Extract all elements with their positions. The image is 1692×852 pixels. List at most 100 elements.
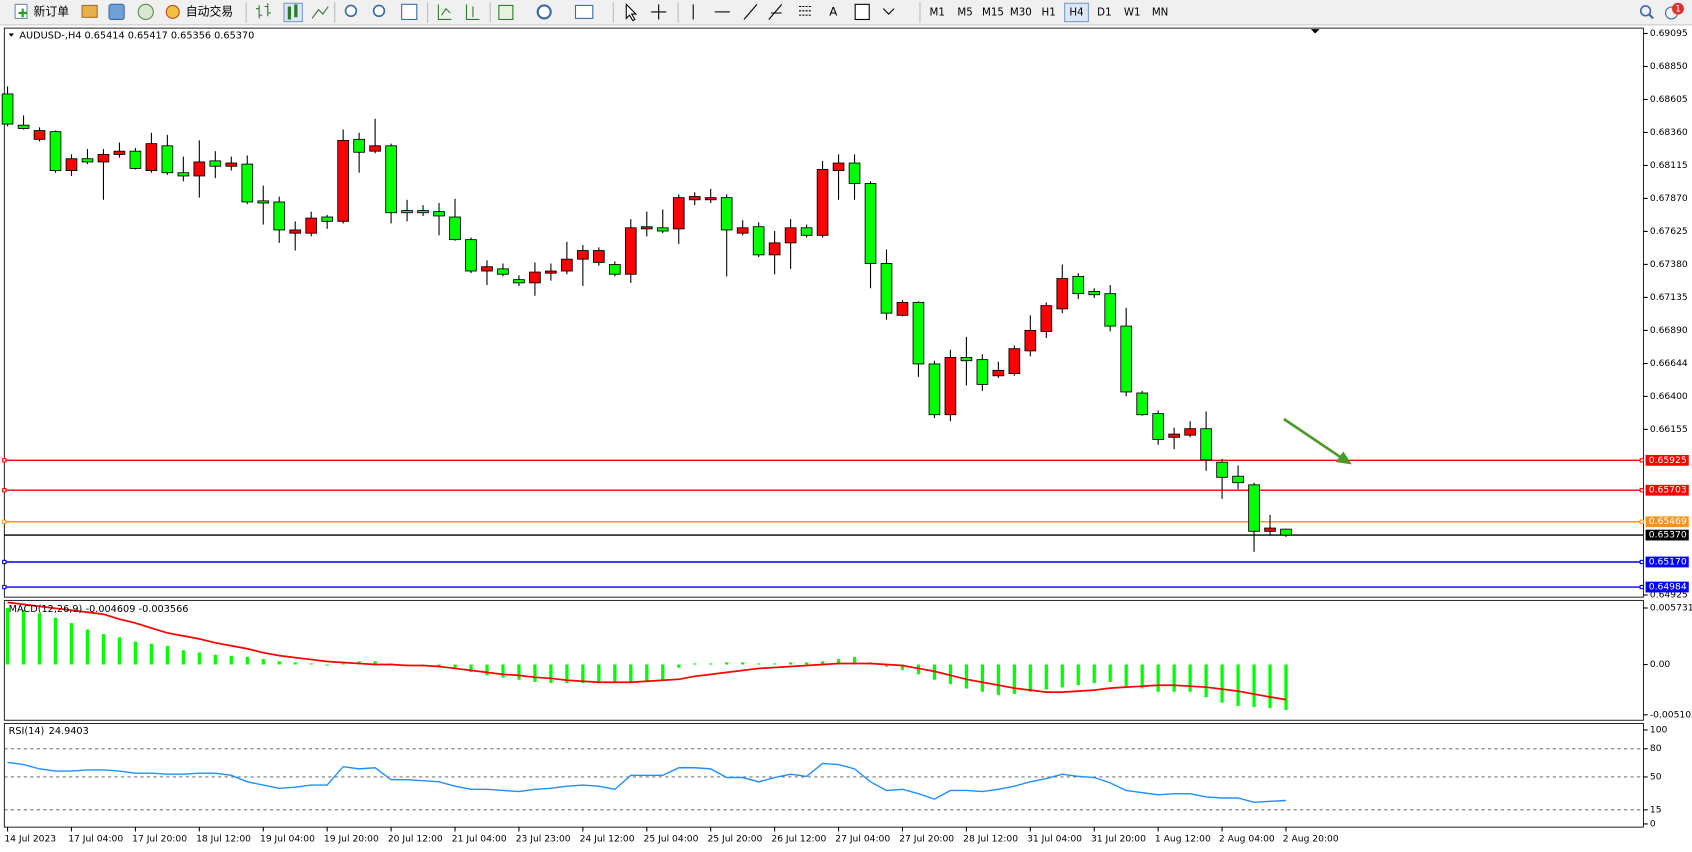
candle-body — [960, 357, 973, 362]
macd-bar — [309, 663, 313, 665]
macd-bar — [773, 663, 777, 665]
timeframe-bar: M1 M5 M15 M30 H1 H4 D1 W1 MN — [930, 2, 1169, 23]
x-tick-label: 26 Jul 12:00 — [771, 834, 826, 845]
icon-button-active[interactable] — [283, 2, 303, 23]
fibo-button[interactable] — [799, 5, 812, 16]
main-chart-panel[interactable] — [3, 27, 1644, 598]
candle-body — [1232, 475, 1244, 484]
candle-body — [736, 227, 749, 234]
candle-body — [1, 93, 14, 125]
candle-body — [720, 197, 733, 231]
tile-button[interactable] — [401, 3, 418, 21]
rsi-panel[interactable] — [3, 723, 1644, 828]
macd-bar — [597, 664, 601, 684]
timeframe-button[interactable]: MN — [1152, 6, 1169, 18]
macd-header: MACD(12,26,9) -0.004609 -0.003566 — [9, 604, 189, 615]
auto-trade-button[interactable]: 自动交易 — [165, 4, 233, 19]
icon-button[interactable] — [465, 4, 480, 21]
timeframe-button[interactable]: H1 — [1042, 6, 1056, 18]
x-tick-label: 21 Jul 04:00 — [452, 834, 507, 845]
zoom-out-button[interactable] — [372, 4, 386, 18]
icon-button[interactable] — [311, 6, 329, 19]
candle-body — [17, 124, 30, 129]
macd-bar — [101, 634, 106, 665]
candle-body — [97, 153, 110, 163]
candle-body — [145, 143, 158, 171]
timeframe-button[interactable]: D1 — [1097, 6, 1111, 18]
macd-panel[interactable] — [3, 599, 1644, 721]
zoom-in-button[interactable] — [344, 4, 358, 18]
new-order-button[interactable]: 新订单 — [14, 3, 69, 19]
candle-body — [896, 301, 909, 316]
candle-body — [369, 145, 381, 152]
level-handle — [1639, 488, 1644, 493]
candle-body — [1200, 428, 1212, 461]
timeframe-button[interactable]: H4 — [1069, 6, 1083, 18]
macd-bar — [501, 664, 505, 678]
toolbar — [0, 0, 1692, 25]
x-tick-label: 28 Jul 12:00 — [963, 834, 1018, 845]
icon-button[interactable] — [437, 4, 452, 21]
templates-button[interactable] — [574, 4, 594, 19]
candle-body — [816, 169, 829, 236]
icon-button[interactable] — [255, 3, 272, 19]
candle-body — [624, 227, 637, 275]
indicators-button[interactable] — [498, 4, 514, 21]
text-tool-button[interactable]: A — [829, 4, 838, 18]
y-tick-label: 0 — [1650, 818, 1656, 829]
cursor-button[interactable] — [625, 3, 638, 22]
candle-body — [433, 211, 445, 217]
search-button-handle — [1648, 13, 1654, 20]
timeframe-button[interactable]: M5 — [957, 6, 972, 18]
x-tick-label: 25 Jul 04:00 — [644, 834, 699, 845]
macd-bar — [677, 664, 681, 668]
level-price-label: 0.65170 — [1649, 556, 1687, 567]
level-handle — [1639, 559, 1644, 565]
icon-button[interactable] — [108, 3, 125, 21]
macd-signal-line — [7, 601, 1287, 701]
y-tick-label: 50 — [1650, 771, 1662, 782]
y-tick-label: 100 — [1650, 724, 1668, 735]
icon-button[interactable] — [81, 4, 98, 18]
candle-body — [561, 258, 573, 272]
y-tick-label: 0.005731 — [1650, 603, 1692, 614]
candle-body — [401, 210, 413, 214]
macd-bar — [1172, 664, 1176, 692]
trend-line-button[interactable] — [743, 3, 758, 20]
candle-body — [992, 369, 1005, 377]
rsi-value: 24.9403 — [49, 726, 89, 737]
timeframe-button[interactable]: M30 — [1010, 6, 1032, 18]
level-price-box — [1645, 454, 1689, 466]
x-tick-label: 23 Jul 23:00 — [516, 834, 571, 845]
macd-bar — [1220, 664, 1224, 703]
candle-body — [545, 270, 557, 274]
icon-button[interactable] — [137, 3, 154, 21]
icon — [14, 3, 28, 19]
new-order-label: 新订单 — [33, 4, 69, 18]
icon — [287, 4, 298, 20]
crosshair-button[interactable] — [651, 4, 667, 20]
x-tick-label: 19 Jul 20:00 — [324, 834, 379, 845]
candle-body — [1280, 528, 1292, 536]
label-tool-button[interactable] — [854, 3, 870, 21]
level-handle — [2, 519, 7, 524]
y-tick-label: 15 — [1650, 804, 1662, 815]
y-tick-label: 0.68360 — [1650, 127, 1688, 138]
timeframe-button[interactable]: W1 — [1124, 6, 1141, 18]
macd-bar — [1284, 664, 1288, 710]
arrows-button[interactable] — [882, 8, 895, 15]
search-button[interactable] — [1639, 5, 1652, 17]
timeframe-button[interactable]: M15 — [982, 6, 1004, 18]
candle-body — [113, 150, 126, 155]
candle-body — [593, 250, 605, 263]
macd-bar — [197, 652, 201, 665]
candle-body — [784, 227, 797, 244]
x-tick-label: 31 Jul 04:00 — [1027, 834, 1082, 845]
timeframe-button[interactable]: M1 — [930, 6, 945, 18]
y-tick-label: 80 — [1650, 743, 1662, 754]
y-tick-label: 0.69095 — [1650, 28, 1688, 39]
candle-body — [241, 163, 254, 203]
periods-button[interactable] — [536, 4, 552, 20]
channel-button[interactable] — [768, 3, 783, 20]
candle-body — [513, 279, 525, 284]
